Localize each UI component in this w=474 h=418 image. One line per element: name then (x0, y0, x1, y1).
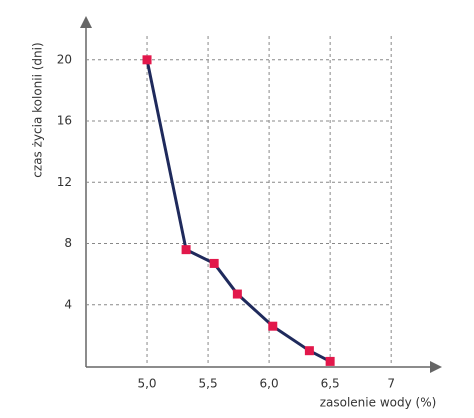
line (145, 59, 331, 363)
x-tick-label: 7 (387, 377, 395, 391)
y-tick-label: 4 (64, 297, 72, 311)
x-axis-arrow (430, 361, 442, 373)
x-tick-label: 5,5 (199, 377, 218, 391)
marker (232, 289, 242, 299)
y-tick-label: 16 (57, 114, 72, 128)
x-tick-label: 6,0 (260, 377, 279, 391)
y-tick-label: 8 (64, 236, 72, 250)
marker (268, 321, 278, 331)
x-axis-label: zasolenie wody (%) (320, 396, 437, 410)
marker (142, 55, 152, 65)
x-tick-label: 5,0 (137, 377, 156, 391)
x-tick-label: 6,5 (321, 377, 340, 391)
y-axis-label: czas życia kolonii (dni) (31, 42, 45, 177)
marker (304, 346, 314, 356)
marker (325, 356, 335, 366)
marker (181, 245, 191, 255)
y-tick-label: 12 (57, 175, 72, 189)
marker (209, 258, 219, 268)
y-tick-label: 20 (57, 52, 72, 66)
y-axis-arrow (80, 16, 92, 28)
